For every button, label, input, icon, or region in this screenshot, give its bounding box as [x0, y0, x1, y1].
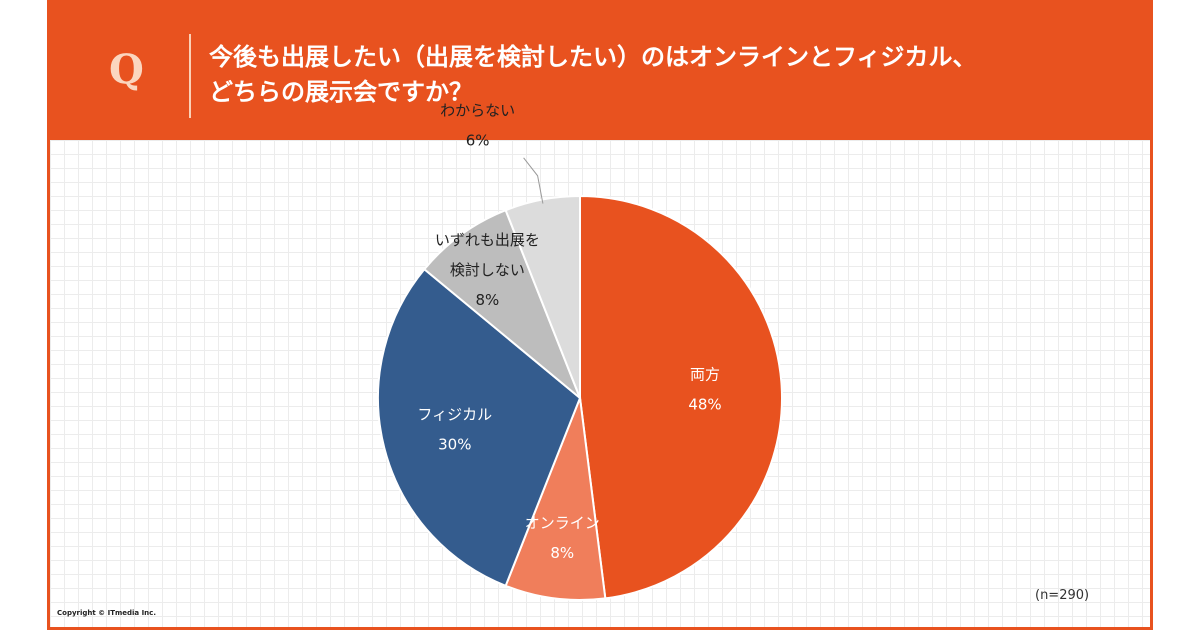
slice-value-label: 30%	[438, 436, 471, 454]
slice-category-label: 検討しない	[450, 261, 525, 279]
slice-category-label: いずれも出展を	[435, 231, 540, 249]
slice-value-label: 8%	[475, 291, 499, 309]
slice-neither	[422, 208, 581, 399]
slice-physical	[377, 267, 582, 588]
slice-category-label: 両方	[690, 366, 720, 384]
slice-value-label: 48%	[688, 396, 721, 414]
leader-line	[523, 157, 544, 204]
question-text: 今後も出展したい（出展を検討したい）のはオンラインとフィジカル、 どちらの展示会…	[209, 40, 1109, 110]
slice-category-label: わからない	[440, 101, 515, 119]
leader-lines	[523, 157, 544, 204]
sample-size: (n=290)	[1035, 588, 1090, 603]
slice-online	[504, 397, 607, 601]
q-mark: Q	[109, 46, 144, 93]
header-divider	[189, 34, 191, 118]
slice-value-label: 8%	[550, 544, 574, 562]
question-line-2: どちらの展示会ですか？	[209, 78, 473, 106]
question-header: Q 今後も出展したい（出展を検討したい）のはオンラインとフィジカル、 どちらの展…	[47, 0, 1153, 140]
pie-slices	[377, 194, 783, 601]
question-line-1: 今後も出展したい（出展を検討したい）のはオンラインとフィジカル、	[209, 43, 977, 71]
slice-both	[579, 194, 783, 600]
slice-value-label: 6%	[466, 131, 490, 149]
copyright: Copyright © ITmedia Inc.	[57, 609, 156, 617]
slice-category-label: フィジカル	[417, 406, 492, 424]
slice-category-label: オンライン	[525, 514, 600, 532]
